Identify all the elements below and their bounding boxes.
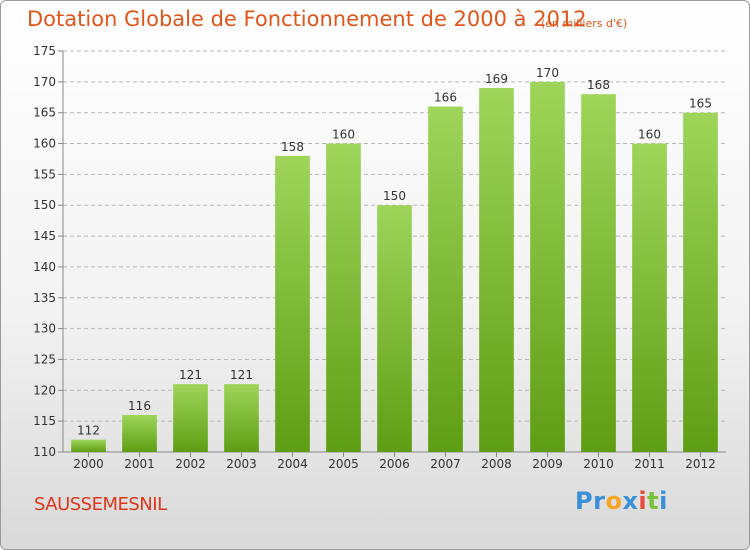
y-tick-label: 135 [33,291,56,305]
unit-note: (en milliers d'€) [541,17,628,30]
x-tick-label: 2008 [481,457,512,471]
x-tick-label: 2001 [124,457,155,471]
y-tick-label: 150 [33,198,56,212]
bar [224,384,259,452]
bar [377,205,412,452]
y-tick-label: 165 [33,106,56,120]
logo-letter: i [638,487,648,515]
data-label: 112 [77,424,100,438]
commune-name: SAUSSEMESNIL [34,494,167,515]
y-tick-label: 115 [33,414,56,428]
data-label: 165 [689,97,712,111]
bar [122,414,157,452]
y-tick-label: 130 [33,322,56,336]
proxiti-logo: Proxiti [575,487,668,515]
logo-letter: P [575,487,594,515]
data-label: 121 [179,368,202,382]
logo-letter: x [622,487,639,515]
logo-letter: t [647,487,660,515]
x-tick-label: 2010 [583,457,614,471]
x-tick-label: 2004 [277,457,308,471]
y-tick-label: 160 [33,137,56,151]
data-label: 121 [230,368,253,382]
y-tick-label: 170 [33,75,56,89]
data-label: 168 [587,78,610,92]
bar [632,143,667,453]
x-tick-label: 2009 [532,457,563,471]
bar [479,88,514,452]
bar [326,143,361,453]
y-tick-label: 125 [33,352,56,366]
y-tick-label: 120 [33,383,56,397]
bar [428,106,463,453]
y-tick-label: 175 [33,44,56,58]
data-label: 116 [128,399,151,413]
x-tick-label: 2003 [226,457,257,471]
y-tick-label: 140 [33,260,56,274]
data-label: 166 [434,91,457,105]
data-label: 160 [332,128,355,142]
x-tick-label: 2002 [175,457,206,471]
y-tick-label: 155 [33,167,56,181]
data-label: 169 [485,72,508,86]
y-tick-label: 110 [33,445,56,459]
bar [275,155,310,452]
data-label: 150 [383,189,406,203]
logo-letter: r [593,487,606,515]
data-label: 158 [281,140,304,154]
x-tick-label: 2005 [328,457,359,471]
chart-title: Dotation Globale de Fonctionnement de 20… [27,7,587,31]
x-tick-label: 2012 [685,457,716,471]
data-label: 160 [638,128,661,142]
bar [581,94,616,452]
bar [530,81,565,452]
y-tick-label: 145 [33,229,56,243]
x-tick-label: 2007 [430,457,461,471]
bar [173,384,208,452]
x-tick-label: 2006 [379,457,410,471]
bar [683,112,718,452]
x-tick-label: 2000 [73,457,104,471]
bar [71,439,106,452]
x-tick-label: 2011 [634,457,665,471]
logo-letter: o [605,487,623,515]
logo-letter: i [659,487,668,515]
data-label: 170 [536,66,559,80]
